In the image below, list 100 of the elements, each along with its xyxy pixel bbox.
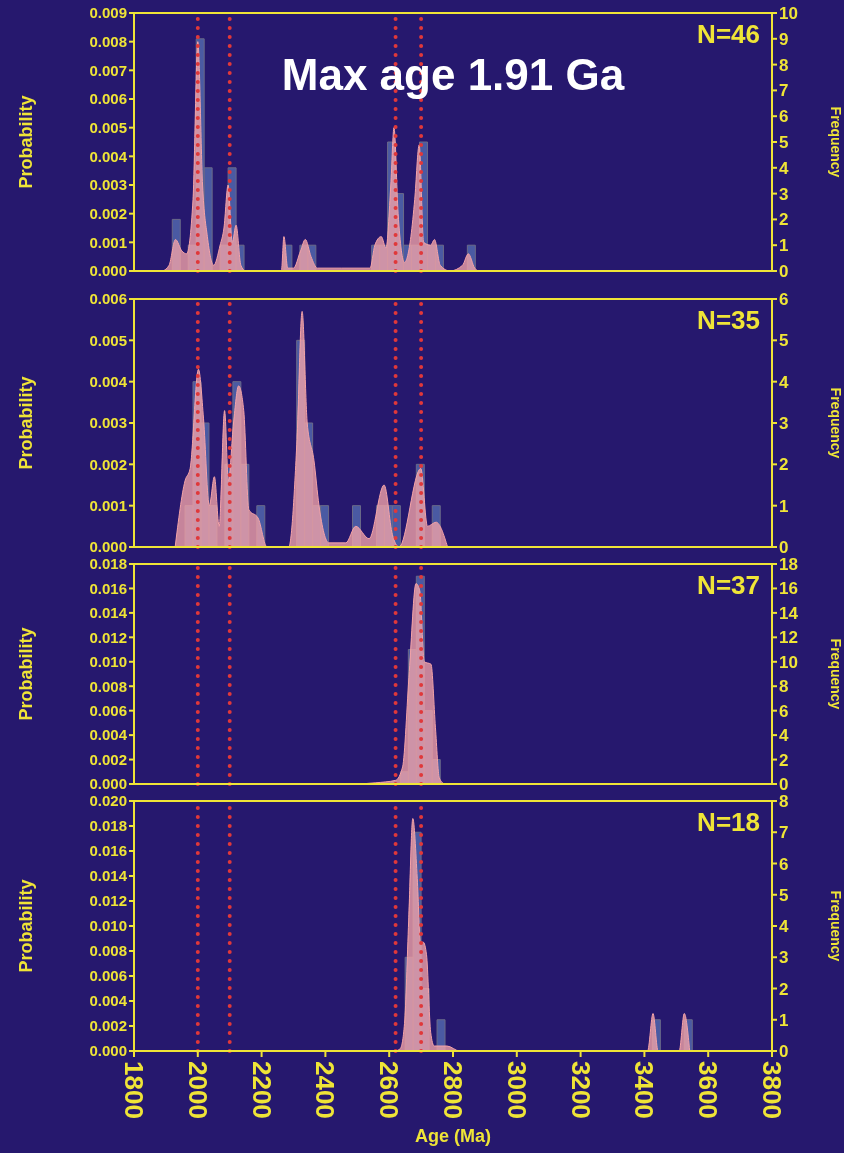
- x-tick-label: 2000: [182, 1061, 213, 1119]
- y-tick-label: 0.004: [89, 147, 128, 165]
- y2-tick-label: 18: [779, 555, 798, 575]
- y2-tick-label: 6: [779, 107, 789, 127]
- y-tick-label: 0.010: [89, 917, 127, 935]
- y-tick-label: 0.002: [89, 750, 127, 768]
- y2-axis-title: Frequency: [828, 387, 844, 459]
- y-axis-title: Probability: [16, 879, 37, 973]
- y-tick-label: 0.010: [89, 653, 127, 671]
- y-tick-label: 0.014: [89, 867, 128, 885]
- x-tick-label: 3600: [693, 1061, 724, 1119]
- y-tick-label: 0.006: [89, 967, 127, 985]
- y-tick-label: 0.016: [89, 579, 127, 597]
- y2-tick-label: 5: [779, 885, 789, 905]
- x-tick-label: 3400: [629, 1061, 660, 1119]
- y2-tick-label: 2: [779, 210, 789, 230]
- y-tick-label: 0.014: [89, 604, 128, 622]
- y-tick-label: 0.018: [89, 817, 127, 835]
- y2-tick-label: 3: [779, 414, 789, 434]
- y2-tick-label: 2: [779, 455, 789, 475]
- y2-tick-label: 2: [779, 979, 789, 999]
- y-tick-label: 0.018: [89, 555, 127, 573]
- y-tick-label: 0.000: [89, 538, 127, 556]
- y2-tick-label: 6: [779, 701, 789, 721]
- y2-tick-label: 1: [779, 1010, 789, 1030]
- y2-tick-label: 10: [779, 4, 798, 24]
- y-tick-label: 0.008: [89, 942, 127, 960]
- y2-tick-label: 7: [779, 823, 789, 843]
- annotation: N=37: [696, 570, 760, 600]
- x-tick-label: 3200: [565, 1061, 596, 1119]
- y-tick-label: 0.002: [89, 1017, 127, 1035]
- y-tick-label: 0.005: [89, 331, 127, 349]
- y2-tick-label: 0: [779, 775, 789, 795]
- x-tick-label: 1800: [119, 1061, 149, 1119]
- annotation: N=35: [696, 305, 760, 335]
- y2-tick-label: 8: [779, 55, 789, 75]
- y-tick-label: 0.000: [89, 262, 127, 280]
- x-tick-label: 2600: [374, 1061, 405, 1119]
- y2-tick-label: 9: [779, 29, 789, 49]
- y-axis-title: Probability: [16, 376, 37, 470]
- x-axis-title: Age (Ma): [415, 1126, 491, 1146]
- y2-tick-label: 5: [779, 331, 789, 351]
- y-tick-label: 0.004: [89, 372, 128, 390]
- x-tick-label: 3800: [757, 1061, 787, 1119]
- y-axis-title: Probability: [16, 95, 37, 189]
- y2-tick-label: 4: [779, 158, 789, 178]
- y-tick-label: 0.002: [89, 204, 127, 222]
- y2-tick-label: 6: [779, 854, 789, 874]
- y-tick-label: 0.006: [89, 90, 127, 108]
- annotation: N=18: [696, 807, 760, 837]
- x-tick-label: 2400: [310, 1061, 341, 1119]
- y2-tick-label: 12: [779, 628, 798, 648]
- y-tick-label: 0.003: [89, 176, 127, 194]
- y2-tick-label: 16: [779, 579, 798, 599]
- y2-tick-label: 5: [779, 133, 789, 153]
- y-tick-label: 0.020: [89, 792, 127, 810]
- y2-tick-label: 4: [779, 726, 789, 746]
- y2-tick-label: 8: [779, 792, 789, 812]
- y-tick-label: 0.012: [89, 892, 127, 910]
- y2-tick-label: 6: [779, 290, 789, 310]
- y-tick-label: 0.004: [89, 992, 128, 1010]
- y-tick-label: 0.001: [89, 496, 127, 514]
- y2-tick-label: 14: [779, 603, 799, 623]
- y-tick-label: 0.000: [89, 1042, 127, 1060]
- y-tick-label: 0.009: [89, 4, 127, 22]
- y2-axis-title: Frequency: [828, 106, 844, 178]
- x-tick-label: 2200: [246, 1061, 277, 1119]
- y-tick-label: 0.005: [89, 118, 127, 136]
- y-tick-label: 0.007: [89, 61, 127, 79]
- y2-tick-label: 3: [779, 184, 789, 204]
- y-tick-label: 0.002: [89, 455, 127, 473]
- y2-tick-label: 0: [779, 1042, 789, 1062]
- y-tick-label: 0.000: [89, 775, 127, 793]
- y-tick-label: 0.016: [89, 842, 127, 860]
- y2-tick-label: 8: [779, 677, 789, 697]
- x-tick-label: 3000: [501, 1061, 532, 1119]
- y-tick-label: 0.012: [89, 628, 127, 646]
- y2-axis-title: Frequency: [828, 638, 844, 710]
- y2-tick-label: 0: [779, 262, 789, 282]
- y-tick-label: 0.008: [89, 32, 127, 50]
- y2-tick-label: 4: [779, 917, 789, 937]
- y-tick-label: 0.001: [89, 233, 127, 251]
- y2-tick-label: 7: [779, 81, 789, 101]
- y-tick-label: 0.003: [89, 414, 127, 432]
- y2-tick-label: 1: [779, 496, 789, 516]
- y-axis-title: Probability: [16, 627, 37, 721]
- y2-tick-label: 3: [779, 948, 789, 968]
- y2-tick-label: 4: [779, 372, 789, 392]
- y-tick-label: 0.004: [89, 726, 128, 744]
- y-tick-label: 0.006: [89, 290, 127, 308]
- x-tick-label: 2800: [438, 1061, 468, 1119]
- y2-tick-label: 10: [779, 652, 798, 672]
- annotation: N=46: [696, 19, 760, 49]
- text: Max age 1.91 Ga: [280, 49, 626, 101]
- y2-tick-label: 0: [779, 538, 789, 558]
- y-tick-label: 0.008: [89, 677, 127, 695]
- y2-tick-label: 2: [779, 750, 789, 770]
- y-tick-label: 0.006: [89, 701, 127, 719]
- y2-tick-label: 1: [779, 236, 789, 256]
- y2-axis-title: Frequency: [828, 890, 844, 962]
